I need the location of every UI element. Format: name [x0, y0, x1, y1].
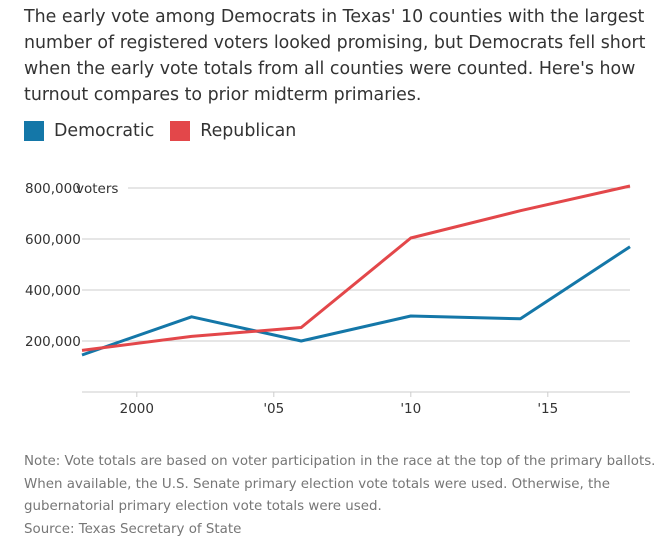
y-axis-unit-label: voters	[76, 181, 118, 197]
x-tick-label: '15	[537, 401, 558, 417]
y-tick-label: 600,000	[25, 232, 81, 248]
legend-swatch-republican	[170, 121, 191, 141]
y-tick-label: 200,000	[25, 334, 81, 350]
y-tick-label: 400,000	[25, 283, 81, 299]
footnote: Note: Vote totals are based on voter par…	[24, 451, 656, 541]
legend-swatch-democratic	[24, 121, 44, 141]
legend-item-democratic: Democratic	[24, 121, 154, 141]
x-tick-label: '05	[263, 401, 284, 417]
legend-item-republican: Republican	[170, 121, 296, 141]
legend: Democratic Republican	[24, 118, 312, 144]
chart-description: The early vote among Democrats in Texas'…	[24, 7, 646, 105]
legend-label-democratic: Democratic	[54, 121, 155, 141]
footnote-source: Source: Texas Secretary of State	[24, 521, 242, 537]
x-tick-label: '10	[400, 401, 421, 417]
x-axis-tick-labels: 2000 '05 '10 '15	[120, 401, 559, 417]
x-tick-label: 2000	[120, 401, 154, 417]
series-lines	[81, 184, 631, 357]
footnote-note: Note: Vote totals are based on voter par…	[24, 454, 656, 514]
y-tick-label: 800,000	[25, 181, 81, 197]
series-line-democratic	[81, 245, 631, 357]
series-line-republican	[81, 184, 631, 352]
legend-label-republican: Republican	[200, 121, 297, 141]
gridlines	[82, 187, 630, 397]
